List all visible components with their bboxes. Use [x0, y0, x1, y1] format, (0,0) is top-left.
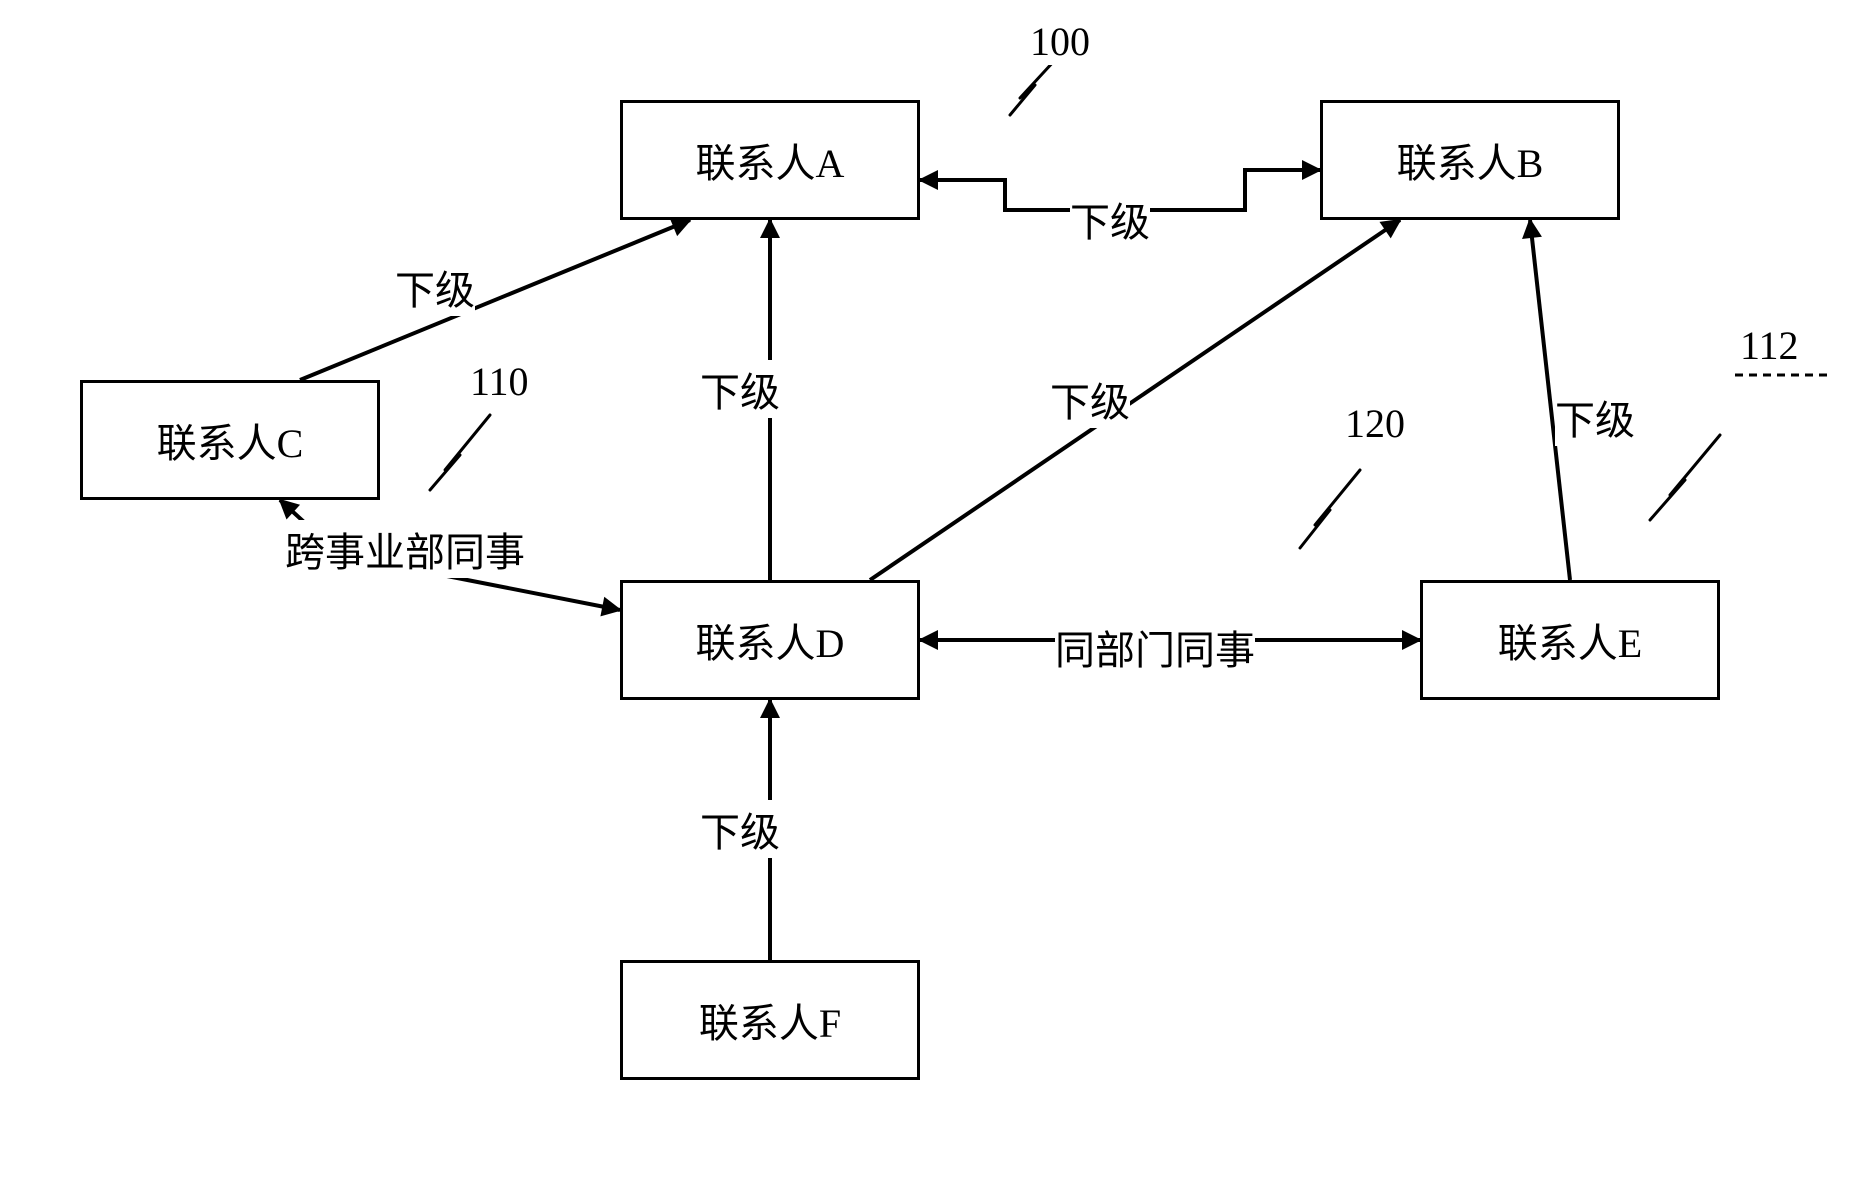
- node-F: 联系人F: [620, 960, 920, 1080]
- callout-label-120: 120: [1345, 400, 1405, 447]
- node-label: 联系人D: [696, 611, 845, 669]
- node-E: 联系人E: [1420, 580, 1720, 700]
- callout-label-100: 100: [1030, 18, 1090, 65]
- callout-squiggle-110: [430, 415, 490, 490]
- node-B: 联系人B: [1320, 100, 1620, 220]
- callout-squiggle-112: [1650, 435, 1720, 520]
- callout-squiggle-100: [1010, 60, 1055, 115]
- edge-label-D-B: 下级: [1050, 370, 1130, 428]
- edge-label-A-B: 下级: [1070, 190, 1150, 248]
- edge-label-D-A: 下级: [700, 360, 780, 418]
- node-label: 联系人E: [1498, 611, 1642, 669]
- edge-C-A: [300, 220, 690, 380]
- node-label: 联系人A: [696, 131, 845, 189]
- node-label: 联系人C: [157, 411, 304, 469]
- edge-label-D-E: 同部门同事: [1055, 618, 1255, 676]
- edge-label-F-D: 下级: [700, 800, 780, 858]
- callout-label-112: 112: [1740, 322, 1799, 369]
- node-D: 联系人D: [620, 580, 920, 700]
- node-label: 联系人B: [1397, 131, 1544, 189]
- node-C: 联系人C: [80, 380, 380, 500]
- node-A: 联系人A: [620, 100, 920, 220]
- edge-label-E-B: 下级: [1555, 388, 1635, 446]
- edge-label-C-A: 下级: [395, 258, 475, 316]
- edge-D-B: [870, 220, 1400, 580]
- callout-label-110: 110: [470, 358, 529, 405]
- node-label: 联系人F: [699, 991, 841, 1049]
- diagram-stage: { "diagram": { "type": "network", "canva…: [0, 0, 1865, 1181]
- callout-squiggle-120: [1300, 470, 1360, 548]
- edge-label-C-D: 跨事业部同事: [285, 520, 525, 578]
